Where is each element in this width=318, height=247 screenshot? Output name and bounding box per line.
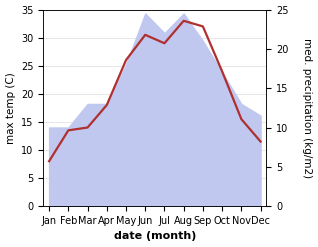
Y-axis label: max temp (C): max temp (C) xyxy=(5,72,16,144)
X-axis label: date (month): date (month) xyxy=(114,231,196,242)
Y-axis label: med. precipitation (kg/m2): med. precipitation (kg/m2) xyxy=(302,38,313,178)
